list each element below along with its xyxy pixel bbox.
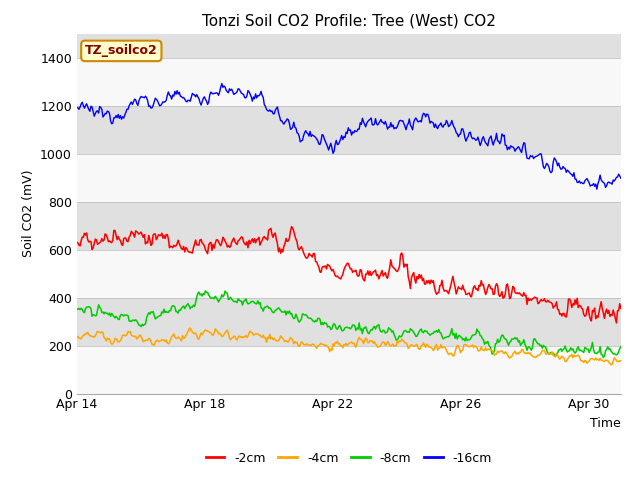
Bar	[77, 34, 621, 58]
Legend: -2cm, -4cm, -8cm, -16cm: -2cm, -4cm, -8cm, -16cm	[200, 447, 497, 469]
Bar	[77, 154, 621, 202]
Bar	[77, 250, 621, 298]
Bar	[77, 298, 621, 346]
Bar	[77, 202, 621, 250]
Bar	[77, 58, 621, 106]
X-axis label: Time: Time	[590, 417, 621, 430]
Y-axis label: Soil CO2 (mV): Soil CO2 (mV)	[22, 170, 35, 257]
Bar	[77, 346, 621, 394]
Text: TZ_soilco2: TZ_soilco2	[85, 44, 157, 58]
Bar	[77, 106, 621, 154]
Title: Tonzi Soil CO2 Profile: Tree (West) CO2: Tonzi Soil CO2 Profile: Tree (West) CO2	[202, 13, 496, 28]
